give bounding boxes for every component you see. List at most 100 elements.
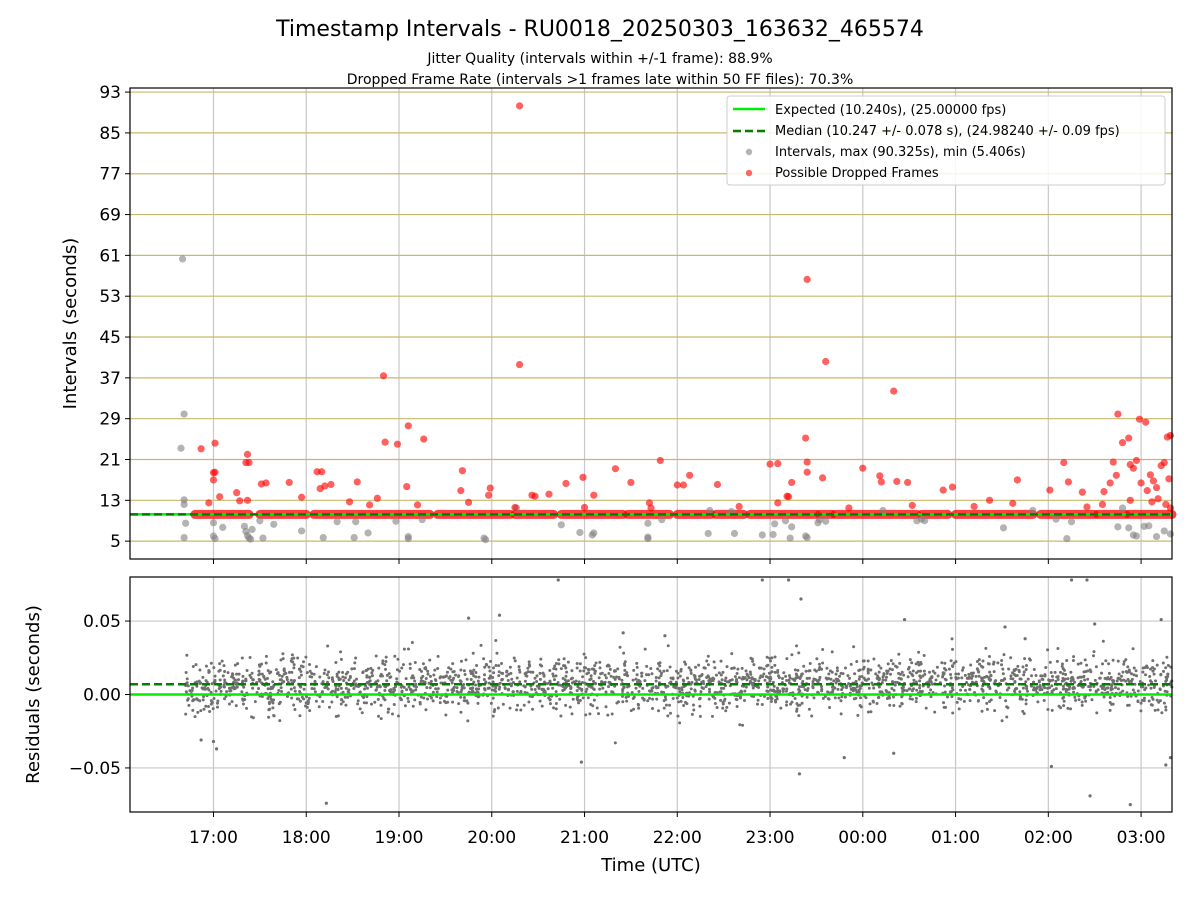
residual-point	[562, 657, 566, 661]
residual-point	[233, 663, 237, 667]
residual-point	[948, 690, 952, 694]
residual-point	[641, 686, 645, 690]
residual-point	[289, 687, 293, 691]
residual-point	[837, 696, 841, 700]
residual-point	[323, 668, 327, 672]
residual-point	[554, 707, 558, 711]
dropped-frame-point	[580, 503, 589, 512]
residual-point	[692, 708, 696, 712]
residual-outlier-point	[1003, 625, 1007, 629]
residual-point	[751, 659, 755, 663]
residual-point	[978, 662, 982, 666]
residual-point	[436, 654, 440, 658]
residual-point	[561, 676, 565, 680]
residual-point	[768, 656, 772, 660]
residual-point	[655, 697, 659, 701]
residual-point	[561, 688, 565, 692]
residual-point	[236, 662, 240, 666]
interval-point	[803, 533, 811, 542]
residual-point	[1100, 687, 1104, 691]
residual-point	[352, 686, 356, 690]
residual-point	[1125, 670, 1129, 674]
residual-point	[989, 674, 993, 678]
residual-point	[674, 669, 678, 673]
residual-point	[666, 684, 670, 688]
dropped-frame-point	[318, 468, 326, 476]
residual-point	[808, 662, 812, 666]
residual-point	[570, 669, 574, 673]
residual-point	[339, 657, 343, 661]
residual-point	[1095, 711, 1099, 715]
residual-point	[920, 689, 924, 693]
residual-point	[525, 674, 529, 678]
residual-point	[959, 697, 963, 701]
interval-point	[1145, 522, 1153, 530]
residual-point	[1044, 665, 1048, 669]
residual-point	[1009, 677, 1013, 681]
residual-point	[864, 696, 868, 700]
residual-point	[656, 686, 660, 690]
residual-point	[194, 663, 198, 667]
residual-point	[1050, 708, 1054, 712]
residual-point	[751, 683, 755, 687]
residual-point	[898, 661, 902, 665]
residual-point	[341, 700, 345, 704]
residual-point	[554, 690, 558, 694]
x-tick-label: 21:00	[560, 828, 609, 848]
residual-point	[846, 674, 850, 678]
residual-point	[537, 686, 541, 690]
residual-point	[498, 685, 502, 689]
residual-point	[287, 670, 291, 674]
residual-point	[368, 679, 372, 683]
residual-point	[515, 689, 519, 693]
residual-point	[383, 689, 387, 693]
residual-point	[271, 685, 275, 689]
x-tick-label: 17:00	[189, 828, 238, 848]
residual-point	[918, 690, 922, 694]
residual-outlier-point	[1159, 617, 1163, 622]
residual-point	[773, 655, 777, 659]
residual-point	[219, 689, 223, 693]
residual-point	[472, 680, 476, 684]
residual-point	[981, 659, 985, 663]
y-tick-label: 93	[99, 83, 121, 103]
residual-point	[1069, 670, 1073, 674]
residual-point	[1098, 676, 1102, 680]
residual-point	[875, 702, 879, 706]
residual-point	[325, 673, 329, 677]
residual-point	[1000, 719, 1004, 723]
interval-point	[180, 533, 188, 542]
legend-intervals-swatch	[745, 148, 753, 156]
residual-point	[645, 664, 649, 668]
residual-point	[900, 702, 904, 706]
residual-point	[727, 680, 731, 684]
residual-point	[785, 687, 789, 691]
residual-point	[730, 652, 734, 656]
residual-point	[988, 700, 992, 704]
interval-point	[246, 535, 255, 543]
residual-point	[195, 680, 199, 684]
residual-point	[785, 700, 789, 704]
residual-point	[751, 686, 755, 690]
residual-point	[660, 671, 664, 675]
residual-point	[1038, 688, 1042, 692]
x-tick-label: 19:00	[375, 828, 424, 848]
residual-point	[763, 678, 767, 682]
residual-point	[781, 676, 785, 680]
residual-point	[752, 663, 756, 667]
residual-point	[1077, 698, 1081, 702]
residual-point	[740, 666, 744, 670]
residual-point	[258, 672, 262, 676]
residual-point	[831, 688, 835, 692]
residual-point	[1032, 680, 1036, 684]
residual-point	[450, 681, 454, 685]
residual-point	[906, 675, 910, 679]
interval-point	[781, 517, 790, 525]
residual-point	[1032, 668, 1036, 672]
residual-point	[598, 666, 602, 670]
residual-point	[1088, 685, 1092, 689]
residual-point	[460, 688, 464, 692]
residual-point	[515, 676, 519, 680]
residual-point	[662, 690, 666, 694]
residual-point	[302, 687, 306, 691]
